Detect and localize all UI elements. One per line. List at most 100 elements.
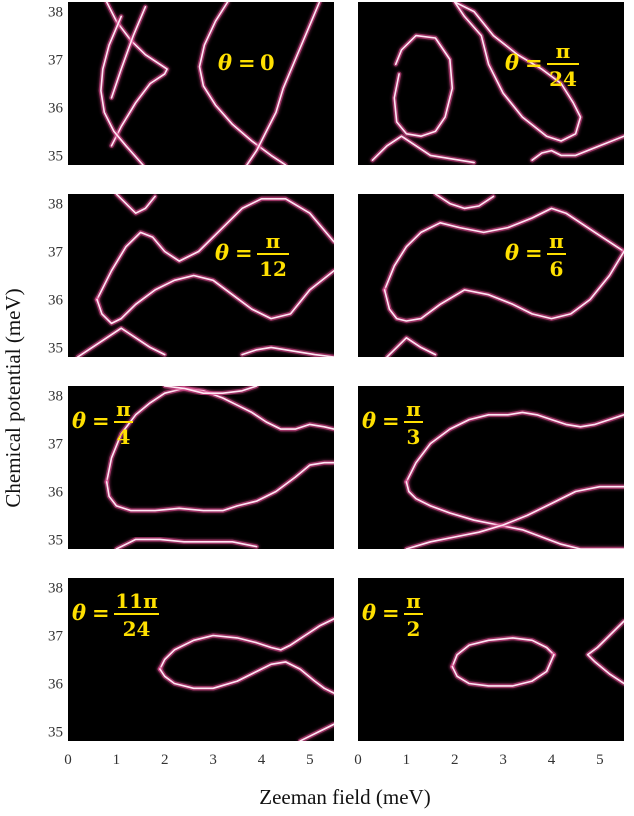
theta-value: 0 bbox=[260, 50, 275, 75]
panel-background bbox=[358, 194, 624, 357]
resonance-curve bbox=[115, 194, 156, 214]
y-tick-label: 35 bbox=[48, 724, 63, 740]
theta-label: θ = π 6 bbox=[505, 229, 566, 281]
fraction-denominator: 2 bbox=[407, 617, 421, 641]
panel-background bbox=[68, 578, 334, 741]
x-tick-label: 1 bbox=[403, 752, 411, 768]
y-tick-label: 36 bbox=[48, 676, 64, 692]
theta-symbol: θ bbox=[72, 600, 86, 625]
resonance-curve bbox=[383, 207, 624, 291]
resonance-curve bbox=[405, 411, 624, 483]
x-tick-label: 2 bbox=[161, 752, 169, 768]
resonance-curve bbox=[110, 6, 147, 99]
fraction-numerator: π bbox=[116, 397, 131, 421]
panel-p4: θ = π 4 bbox=[68, 386, 334, 549]
fraction-denominator: 6 bbox=[550, 257, 564, 281]
x-tick-label: 0 bbox=[354, 752, 362, 768]
fraction-denominator: 4 bbox=[117, 425, 131, 449]
equals-sign: = bbox=[525, 240, 543, 265]
theta-symbol: θ bbox=[215, 240, 229, 265]
equals-sign: = bbox=[525, 50, 543, 75]
equals-sign: = bbox=[382, 600, 400, 625]
panel-p1: θ = π 24 bbox=[358, 2, 624, 165]
theta-symbol: θ bbox=[218, 50, 232, 75]
resonance-curve bbox=[159, 661, 334, 694]
fraction-denominator: 12 bbox=[259, 257, 287, 281]
x-tick-label: 5 bbox=[596, 752, 604, 768]
y-tick-label: 38 bbox=[48, 389, 63, 405]
resonance-curve bbox=[105, 461, 334, 512]
x-axis-label: Zeeman field (meV) bbox=[259, 785, 430, 809]
resonance-curve bbox=[383, 250, 624, 322]
resonance-curve bbox=[241, 346, 334, 357]
resonance-curve bbox=[451, 637, 555, 668]
panel-p0: θ = 0 bbox=[68, 2, 334, 165]
resonance-curve bbox=[393, 34, 454, 137]
theta-label: θ = π 3 bbox=[362, 397, 423, 449]
resonance-curve bbox=[96, 269, 334, 325]
resonance-curve bbox=[105, 2, 168, 147]
fraction-denominator: 24 bbox=[123, 617, 151, 641]
x-tick-label: 0 bbox=[64, 752, 72, 768]
fraction-denominator: 3 bbox=[407, 425, 421, 449]
theta-symbol: θ bbox=[362, 408, 376, 433]
panel-p7: θ = π 2 bbox=[358, 578, 624, 741]
resonance-curve bbox=[434, 194, 495, 210]
fraction-numerator: π bbox=[549, 229, 564, 253]
fraction-numerator: 11π bbox=[115, 589, 157, 613]
resonance-curve bbox=[386, 337, 437, 357]
theta-symbol: θ bbox=[72, 408, 86, 433]
y-tick-label: 38 bbox=[48, 197, 63, 213]
y-axis-label: Chemical potential (meV) bbox=[1, 288, 25, 507]
x-tick-label: 5 bbox=[306, 752, 314, 768]
resonance-curve bbox=[531, 135, 624, 161]
fraction-numerator: π bbox=[406, 589, 421, 613]
panel-background bbox=[358, 578, 624, 741]
equals-sign: = bbox=[238, 50, 256, 75]
fraction-denominator: 24 bbox=[549, 67, 577, 91]
y-tick-label: 38 bbox=[48, 5, 63, 21]
equals-sign: = bbox=[92, 600, 110, 625]
theta-symbol: θ bbox=[362, 600, 376, 625]
resonance-curve bbox=[299, 723, 334, 741]
x-tick-label: 4 bbox=[548, 752, 556, 768]
panel-background bbox=[68, 386, 334, 549]
y-tick-label: 36 bbox=[48, 484, 64, 500]
theta-label: θ = π 12 bbox=[215, 229, 289, 281]
y-tick-label: 37 bbox=[48, 629, 64, 645]
fraction-numerator: π bbox=[266, 229, 281, 253]
x-tick-label: 3 bbox=[499, 752, 507, 768]
theta-label: θ = 0 bbox=[218, 50, 275, 75]
theta-symbol: θ bbox=[505, 50, 519, 75]
panel-p6: θ = 11π 24 bbox=[68, 578, 334, 741]
resonance-curve bbox=[159, 618, 334, 670]
resonance-curve bbox=[586, 620, 624, 685]
fraction-numerator: π bbox=[406, 397, 421, 421]
resonance-curve bbox=[100, 15, 144, 165]
theta-symbol: θ bbox=[505, 240, 519, 265]
y-tick-label: 37 bbox=[48, 53, 64, 69]
y-tick-label: 37 bbox=[48, 245, 64, 261]
equals-sign: = bbox=[235, 240, 253, 265]
x-tick-label: 3 bbox=[209, 752, 217, 768]
fraction-numerator: π bbox=[556, 39, 571, 63]
resonance-curve bbox=[405, 481, 624, 549]
resonance-curve bbox=[198, 2, 287, 165]
equals-sign: = bbox=[382, 408, 400, 433]
resonance-curve bbox=[163, 386, 258, 394]
y-tick-label: 35 bbox=[48, 148, 63, 164]
resonance-curve bbox=[371, 135, 475, 164]
resonance-curve bbox=[115, 538, 258, 549]
resonance-curve bbox=[246, 2, 321, 165]
y-tick-label: 36 bbox=[48, 292, 64, 308]
y-tick-label: 35 bbox=[48, 532, 63, 548]
panel-p2: θ = π 12 bbox=[68, 194, 334, 357]
resonance-curve bbox=[451, 653, 555, 687]
equals-sign: = bbox=[92, 408, 110, 433]
y-tick-label: 36 bbox=[48, 100, 64, 116]
x-tick-label: 2 bbox=[451, 752, 459, 768]
resonance-curve bbox=[453, 2, 582, 142]
panel-p5: θ = π 3 bbox=[358, 386, 624, 549]
